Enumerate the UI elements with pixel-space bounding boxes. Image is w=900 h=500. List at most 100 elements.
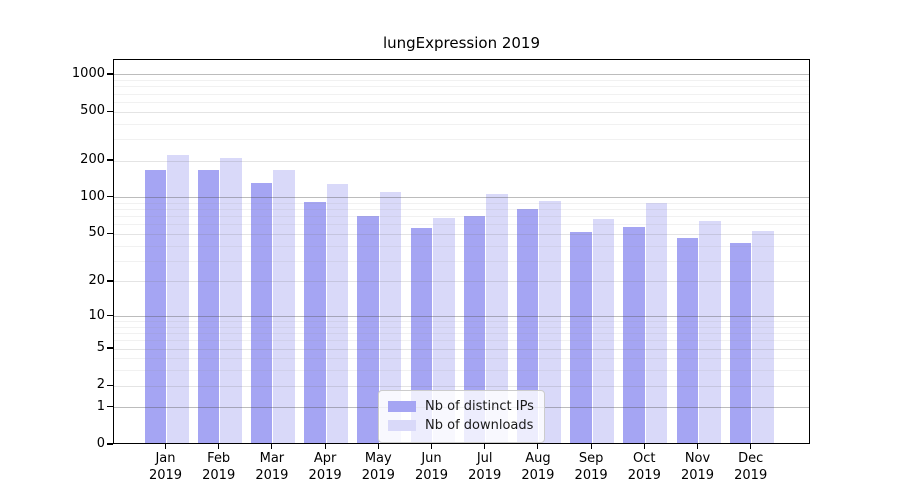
x-tick-label-jun: Jun 2019 (397, 450, 467, 484)
bar-downloads-may (379, 191, 402, 443)
bar-distinct-ips-jun (410, 228, 432, 443)
x-tick-may (377, 444, 379, 449)
x-tick-apr (324, 444, 326, 449)
bar-distinct-ips-dec (729, 242, 752, 443)
bar-distinct-ips-mar (250, 183, 273, 443)
plot-area (113, 59, 810, 444)
x-tick-label-dec: Dec 2019 (716, 450, 786, 484)
x-tick-dec (750, 444, 752, 449)
y-tick-label-500: 500 (80, 103, 105, 119)
bar-downloads-jan (167, 155, 189, 443)
x-tick-month: Feb (207, 451, 231, 466)
chart-title: lungExpression 2019 (382, 34, 541, 52)
x-tick-year: 2019 (255, 468, 289, 483)
bar-downloads-aug (539, 201, 561, 443)
x-tick-month: Nov (684, 451, 711, 466)
legend: Nb of distinct IPs Nb of downloads (378, 390, 545, 443)
x-tick-month: Jun (421, 451, 442, 466)
x-tick-jun (430, 444, 433, 449)
y-tick-label-0: 0 (96, 436, 105, 451)
x-tick-label-mar: Mar 2019 (237, 450, 307, 484)
y-tick-0 (107, 443, 113, 445)
x-tick-label-nov: Nov 2019 (663, 450, 733, 484)
x-tick-month: Aug (525, 451, 551, 466)
x-tick-nov (696, 444, 699, 449)
y-tick-label-5: 5 (96, 340, 105, 356)
x-tick-year: 2019 (202, 468, 236, 483)
x-tick-label-jan: Jan 2019 (131, 450, 201, 484)
legend-swatch-downloads (388, 420, 416, 431)
x-tick-month: Sep (578, 451, 604, 466)
y-tick-1 (107, 406, 113, 408)
legend-entry-downloads: Nb of downloads (388, 416, 535, 435)
bar-distinct-ips-nov (676, 237, 698, 443)
legend-label-distinct-ips: Nb of distinct IPs (425, 399, 534, 414)
y-tick-500 (107, 110, 113, 112)
x-tick-year: 2019 (627, 468, 661, 483)
bar-distinct-ips-feb (197, 170, 220, 443)
x-tick-year: 2019 (308, 468, 342, 483)
bar-distinct-ips-jan (144, 169, 166, 443)
bar-downloads-apr (326, 184, 349, 443)
y-tick-label-10: 10 (88, 307, 105, 323)
y-tick-100 (107, 196, 113, 198)
y-tick-2 (107, 384, 113, 386)
bar-downloads-jun (433, 217, 455, 443)
y-tick-50 (107, 232, 113, 235)
x-tick-month: Apr (313, 451, 337, 466)
bar-downloads-jul (486, 193, 508, 443)
y-tick-20 (107, 280, 113, 282)
x-tick-year: 2019 (521, 468, 555, 483)
x-tick-month: Jul (476, 451, 493, 466)
bar-downloads-nov (699, 221, 721, 443)
x-tick-month: Oct (633, 451, 656, 466)
x-tick-label-aug: Aug 2019 (503, 450, 573, 484)
x-tick-month: Mar (259, 451, 285, 466)
legend-swatch-distinct-ips (388, 401, 416, 412)
x-tick-label-apr: Apr 2019 (290, 450, 360, 484)
x-tick-label-jul: Jul 2019 (450, 450, 520, 484)
y-tick-label-200: 200 (80, 152, 105, 168)
x-tick-label-oct: Oct 2019 (609, 450, 679, 484)
bar-distinct-ips-may (357, 216, 379, 443)
x-tick-jan (164, 444, 167, 449)
bar-downloads-mar (273, 169, 295, 443)
y-tick-label-20: 20 (88, 272, 105, 288)
x-tick-oct (643, 444, 645, 449)
x-tick-month: May (364, 451, 392, 466)
x-tick-month: Dec (738, 451, 764, 466)
legend-entry-distinct-ips: Nb of distinct IPs (388, 397, 535, 416)
bar-downloads-sep (592, 219, 615, 443)
x-tick-label-sep: Sep 2019 (556, 450, 626, 484)
x-tick-label-may: May 2019 (343, 450, 413, 484)
y-tick-label-2: 2 (96, 377, 105, 393)
y-tick-label-50: 50 (88, 225, 105, 241)
bar-distinct-ips-sep (570, 232, 592, 443)
y-tick-label-100: 100 (80, 188, 105, 204)
x-tick-year: 2019 (414, 468, 449, 483)
x-tick-year: 2019 (574, 468, 608, 483)
x-tick-year: 2019 (734, 468, 768, 483)
x-tick-jul (484, 444, 486, 449)
y-tick-label-1: 1 (96, 398, 105, 414)
bar-distinct-ips-aug (516, 209, 539, 443)
y-tick-1000 (107, 73, 113, 75)
x-tick-year: 2019 (361, 468, 395, 483)
x-tick-feb (218, 444, 220, 449)
bar-downloads-dec (752, 231, 774, 443)
y-tick-10 (107, 314, 113, 317)
bars-layer (114, 60, 809, 443)
y-tick-label-1000: 1000 (71, 66, 105, 82)
x-tick-label-feb: Feb 2019 (184, 450, 254, 484)
bar-downloads-oct (645, 202, 668, 443)
x-tick-sep (590, 444, 592, 449)
x-tick-aug (537, 444, 539, 449)
bar-downloads-feb (220, 157, 242, 443)
x-tick-year: 2019 (680, 468, 715, 483)
legend-label-downloads: Nb of downloads (425, 418, 534, 433)
x-tick-year: 2019 (148, 468, 183, 483)
bar-distinct-ips-apr (304, 202, 326, 443)
x-tick-mar (271, 444, 273, 449)
x-tick-year: 2019 (468, 468, 502, 483)
